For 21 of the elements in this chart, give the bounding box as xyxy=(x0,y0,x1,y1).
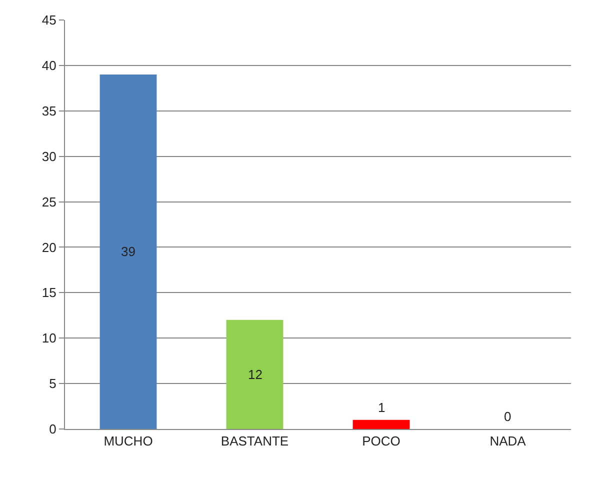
bar xyxy=(100,74,157,429)
x-tick-label: BASTANTE xyxy=(220,434,289,449)
bar xyxy=(226,320,284,429)
y-tick-label: 10 xyxy=(42,330,56,346)
bar xyxy=(352,420,410,429)
x-tick-label: MUCHO xyxy=(104,434,153,449)
y-tick-label: 35 xyxy=(42,103,56,118)
data-label: 39 xyxy=(121,244,136,259)
data-label: 1 xyxy=(378,400,386,415)
data-label: 12 xyxy=(248,367,262,382)
y-tick-label: 25 xyxy=(42,194,56,210)
y-tick-label: 30 xyxy=(42,148,56,164)
y-tick-label: 45 xyxy=(42,12,56,28)
x-tick-label: POCO xyxy=(362,434,400,449)
y-tick-label: 15 xyxy=(42,285,56,300)
y-tick-label: 40 xyxy=(42,58,56,73)
y-tick-label: 0 xyxy=(49,422,56,437)
x-tick-label: NADA xyxy=(490,434,526,449)
data-label: 0 xyxy=(504,409,512,424)
y-tick-label: 20 xyxy=(42,240,56,255)
y-tick-label: 5 xyxy=(49,376,56,392)
